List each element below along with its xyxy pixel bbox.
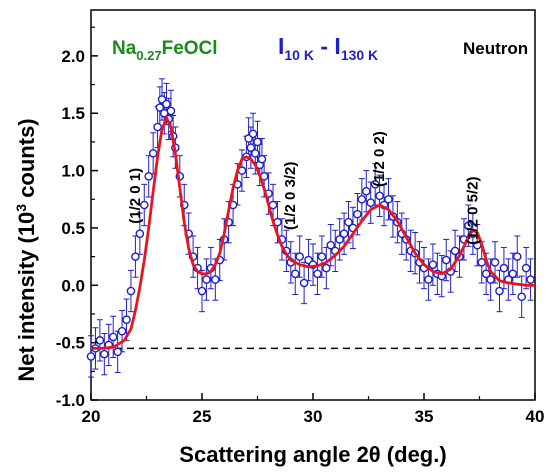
data-point [366, 198, 376, 208]
data-point [257, 154, 267, 164]
x-tick-label: 40 [526, 407, 545, 426]
difference-label: I10 K - I130 K [278, 33, 378, 63]
peak-label: (1/2 0 5/2) [464, 177, 481, 245]
x-tick-label: 25 [193, 407, 212, 426]
diff-mid: - [314, 33, 334, 59]
peak-labels: (1/2 0 1) (1/2 0 3/2) (1/2 0 2) (1/2 0 5/2) [127, 131, 481, 245]
data-point [253, 137, 262, 147]
y-tick-label: 2.0 [61, 47, 85, 66]
data-point [428, 260, 438, 269]
y-tick-label: -0.5 [56, 334, 85, 353]
diff-sub2: 130 K [341, 47, 378, 63]
data-point [117, 326, 127, 336]
data-point [335, 235, 344, 244]
data-point [361, 186, 371, 196]
data-point [339, 229, 349, 238]
diff-sub1: 10 K [284, 47, 314, 63]
data-point [155, 103, 165, 112]
data-point [135, 229, 145, 238]
data-point [248, 129, 258, 139]
data-point [246, 143, 256, 152]
data-point [486, 275, 495, 284]
data-point [108, 332, 118, 342]
plot-area [86, 9, 536, 401]
data-points [86, 95, 535, 361]
data-point [344, 217, 353, 227]
compound-sub: 0.27 [136, 48, 161, 63]
y-tick-label: 0.5 [61, 219, 85, 238]
fit-curve [91, 114, 535, 350]
y-tick-label: -1.0 [56, 391, 85, 410]
data-point [86, 352, 96, 361]
data-point [153, 122, 162, 132]
data-point [353, 209, 362, 219]
data-point [322, 263, 331, 273]
probe-label: Neutron [463, 39, 528, 58]
peak-label: (1/2 0 3/2) [282, 162, 299, 230]
y-axis-title-sup: 3 [13, 204, 29, 212]
data-point [464, 221, 473, 230]
data-point [526, 275, 535, 284]
data-point [202, 275, 211, 284]
x-tick-label: 20 [82, 407, 101, 426]
data-point [375, 191, 384, 201]
data-point [197, 286, 207, 296]
data-point [521, 263, 531, 273]
data-point [508, 269, 518, 279]
data-point [131, 252, 140, 261]
data-point [481, 269, 491, 279]
data-point [490, 258, 500, 267]
data-point [512, 252, 522, 261]
data-point [499, 263, 509, 273]
x-tick-label: 30 [304, 407, 323, 426]
data-point [384, 194, 393, 204]
data-point [450, 246, 460, 256]
x-axis: 20 25 30 35 40 [82, 393, 545, 426]
data-point [250, 149, 260, 158]
data-point [100, 349, 109, 359]
data-point [144, 172, 154, 181]
data-point [148, 149, 158, 158]
y-axis-title-tail: counts) [14, 118, 39, 204]
data-point [357, 194, 367, 204]
data-point [162, 99, 171, 109]
data-point [441, 255, 451, 265]
data-point [477, 258, 487, 267]
diff-i1: I [278, 33, 284, 59]
data-point [370, 180, 380, 189]
y-tick-label: 0.0 [61, 276, 85, 295]
data-point [139, 200, 149, 210]
y-axis: -1.0 -0.5 0.0 0.5 1.0 1.5 2.0 [56, 26, 98, 410]
y-axis-title-main: Net intensity (10 [14, 212, 39, 382]
data-point [326, 240, 336, 250]
compound-label: Na0.27FeOCl [112, 38, 218, 63]
diff-i2: I [334, 33, 340, 59]
data-point [126, 286, 136, 296]
data-point [517, 292, 526, 302]
data-point [299, 278, 309, 288]
data-point [295, 252, 304, 261]
data-point [424, 275, 433, 284]
peak-label: (1/2 0 2) [371, 131, 388, 187]
compound-tail: FeOCl [162, 38, 218, 59]
x-tick-label: 35 [415, 407, 434, 426]
data-point [166, 106, 176, 116]
data-point [211, 275, 220, 284]
data-point [113, 347, 122, 357]
data-point [95, 336, 105, 345]
data-point [317, 252, 327, 261]
data-point [122, 315, 131, 325]
data-point [290, 269, 300, 279]
y-tick-label: 1.5 [61, 104, 85, 123]
data-point [313, 269, 322, 279]
peak-label: (1/2 0 1) [127, 168, 144, 224]
y-axis-title: Net intensity (103 counts) [13, 118, 39, 381]
x-axis-title: Scattering angle 2θ (deg.) [179, 442, 446, 467]
data-point [495, 286, 504, 296]
compound-main: Na [112, 38, 137, 59]
y-tick-label: 1.0 [61, 162, 85, 181]
